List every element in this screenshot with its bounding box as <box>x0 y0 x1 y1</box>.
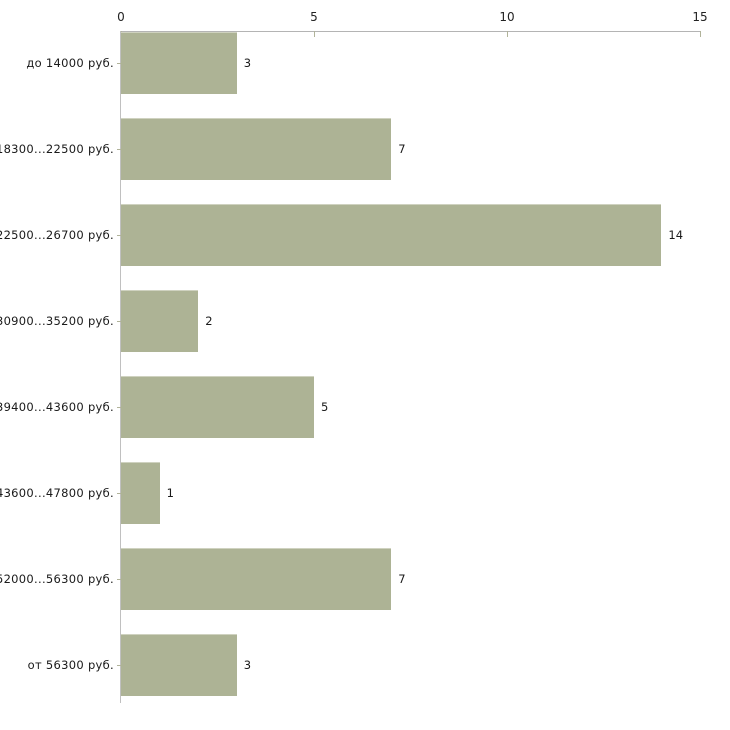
bar[interactable] <box>121 32 237 94</box>
bar-value-label: 1 <box>166 485 174 500</box>
bar[interactable] <box>121 548 392 610</box>
x-axis-tick <box>507 31 508 37</box>
x-axis-tick <box>700 31 701 37</box>
y-axis-tick <box>117 63 121 64</box>
category-label: 52000...56300 руб. <box>0 571 114 586</box>
bar-value-label: 7 <box>398 141 406 156</box>
bar-value-label: 7 <box>398 571 406 586</box>
bar[interactable] <box>121 118 392 180</box>
y-axis-tick <box>117 149 121 150</box>
category-label: 43600...47800 руб. <box>0 485 114 500</box>
category-label-wrap: 43600...47800 руб. <box>0 487 114 499</box>
y-axis-tick <box>117 665 121 666</box>
y-axis-tick <box>117 579 121 580</box>
category-label: от 56300 руб. <box>27 657 114 672</box>
x-axis-tick-label: 0 <box>117 10 125 24</box>
category-label: 39400...43600 руб. <box>0 399 114 414</box>
category-label: 22500...26700 руб. <box>0 227 114 242</box>
category-label: до 14000 руб. <box>26 55 114 70</box>
category-label-wrap: 52000...56300 руб. <box>0 573 114 585</box>
bar[interactable] <box>121 290 199 352</box>
y-axis-tick <box>117 235 121 236</box>
bar-value-label: 2 <box>205 313 213 328</box>
category-label-wrap: 39400...43600 руб. <box>0 401 114 413</box>
x-axis-tick-label: 5 <box>310 10 318 24</box>
category-label-wrap: 22500...26700 руб. <box>0 229 114 241</box>
category-label-wrap: 30900...35200 руб. <box>0 315 114 327</box>
y-axis-tick <box>117 493 121 494</box>
category-label-wrap: 18300...22500 руб. <box>0 143 114 155</box>
bar[interactable] <box>121 462 160 524</box>
x-axis-tick-label: 10 <box>499 10 515 24</box>
bar[interactable] <box>121 634 237 696</box>
bar-value-label: 3 <box>243 657 252 672</box>
x-axis-line <box>121 31 701 32</box>
bar[interactable] <box>121 204 662 266</box>
category-label: 18300...22500 руб. <box>0 141 114 156</box>
category-label-wrap: от 56300 руб. <box>0 659 114 671</box>
bar-value-label: 14 <box>668 227 684 242</box>
x-axis-tick-label: 15 <box>692 10 708 24</box>
y-axis-tick <box>117 321 121 322</box>
category-label: 30900...35200 руб. <box>0 313 114 328</box>
y-axis-line <box>120 31 121 703</box>
x-axis-tick <box>314 31 315 37</box>
bar[interactable] <box>121 376 314 438</box>
y-axis-tick <box>117 407 121 408</box>
category-label-wrap: до 14000 руб. <box>0 57 114 69</box>
bar-value-label: 5 <box>321 399 329 414</box>
bar-value-label: 3 <box>243 55 252 70</box>
